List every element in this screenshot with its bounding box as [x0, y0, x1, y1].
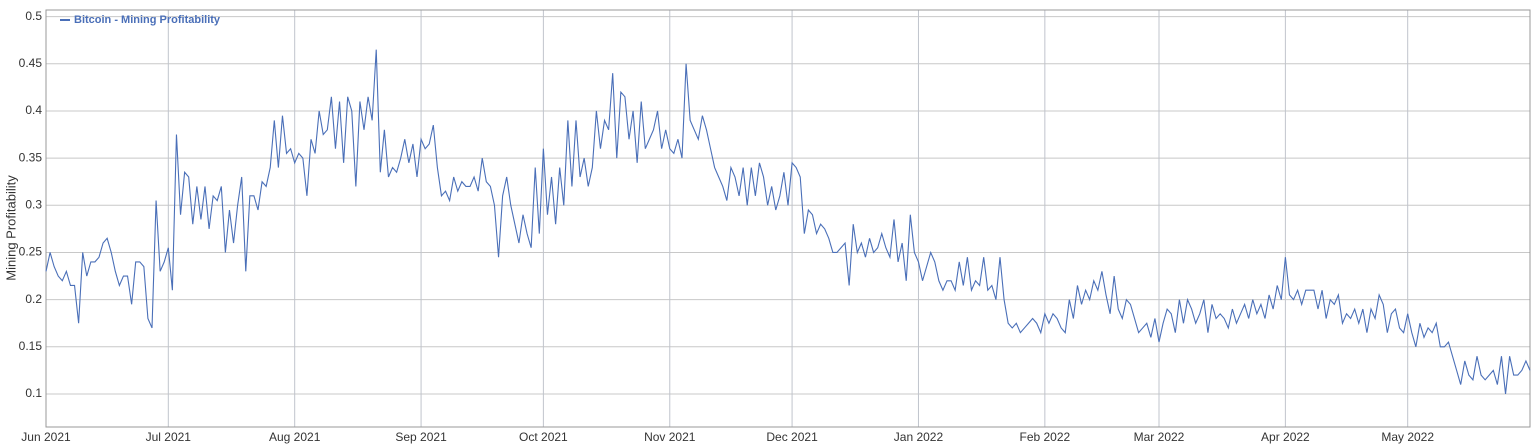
- y-tick-label: 0.35: [19, 150, 43, 164]
- x-tick-label: Oct 2021: [519, 430, 568, 444]
- y-tick-label: 0.4: [25, 103, 42, 117]
- y-tick-label: 0.25: [19, 245, 43, 259]
- x-tick-label: Aug 2021: [269, 430, 321, 444]
- y-tick-label: 0.3: [25, 197, 42, 211]
- y-axis-label: Mining Profitability: [3, 175, 18, 281]
- y-tick-label: 0.2: [25, 292, 42, 306]
- x-tick-label: Feb 2022: [1019, 430, 1070, 444]
- x-tick-label: May 2022: [1381, 430, 1434, 444]
- x-tick-label: Sep 2021: [395, 430, 447, 444]
- y-tick-label: 0.15: [19, 339, 43, 353]
- x-tick-label: Jan 2022: [894, 430, 944, 444]
- y-tick-label: 0.45: [19, 56, 43, 70]
- y-tick-label: 0.1: [25, 386, 42, 400]
- y-tick-label: 0.5: [25, 9, 42, 23]
- legend-label: Bitcoin - Mining Profitability: [74, 14, 221, 26]
- x-tick-label: Jul 2021: [146, 430, 192, 444]
- plot-frame: [45, 9, 1531, 428]
- x-tick-label: Jun 2021: [21, 430, 71, 444]
- data-line: [45, 49, 1531, 395]
- x-tick-label: Apr 2022: [1261, 430, 1310, 444]
- x-tick-label: Nov 2021: [644, 430, 696, 444]
- x-tick-label: Dec 2021: [766, 430, 818, 444]
- x-tick-label: Mar 2022: [1134, 430, 1185, 444]
